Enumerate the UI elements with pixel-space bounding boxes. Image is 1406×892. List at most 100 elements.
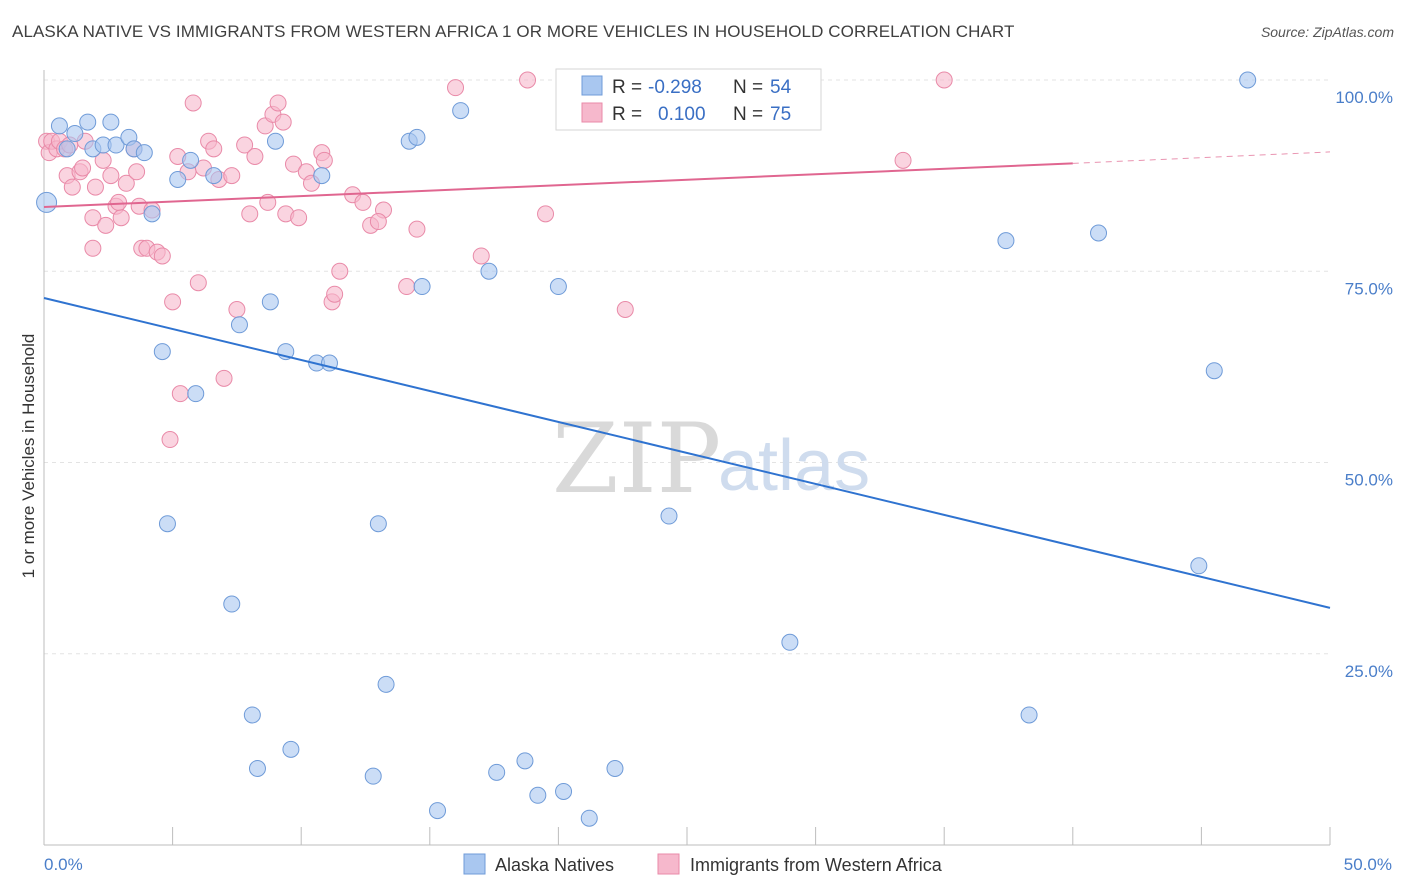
pink-point-71 — [97, 216, 115, 234]
blue-point-39 — [488, 763, 506, 781]
legend-n-value-pink: 75 — [770, 104, 791, 125]
correlation-legend: R = -0.298 N = 54 R = 0.100 N = 75 — [555, 68, 822, 131]
pink-point-26 — [164, 293, 182, 311]
blue-point-34 — [408, 128, 426, 146]
pink-point-41 — [246, 148, 264, 165]
blue-point-19 — [223, 595, 241, 613]
pink-point-70 — [74, 159, 92, 177]
pink-point-37 — [223, 167, 241, 185]
pink-point-7 — [63, 178, 81, 196]
blue-point-42 — [549, 278, 567, 296]
blue-point-41 — [529, 786, 547, 804]
legend-swatch-blue — [581, 75, 603, 96]
legend-r-label-blue: R = — [612, 77, 642, 98]
pink-point-14 — [102, 167, 120, 185]
x-tick-label-left: 0.0% — [44, 855, 83, 874]
blue-point-22 — [248, 760, 266, 777]
pink-point-25 — [161, 431, 179, 449]
pink-point-65 — [537, 205, 555, 223]
pink-point-24 — [153, 247, 171, 265]
watermark: ZIP atlas — [552, 403, 870, 515]
pink-point-31 — [189, 274, 207, 292]
pink-point-17 — [117, 174, 135, 192]
blue-point-23 — [261, 293, 279, 311]
blue-point-13 — [153, 343, 171, 361]
blue-point-31 — [369, 515, 387, 533]
blue-point-15 — [169, 170, 187, 188]
trend-line-alaska-natives — [43, 297, 1331, 609]
legend-swatch-pink — [581, 102, 603, 123]
pink-point-39 — [236, 136, 254, 154]
blue-point-0 — [36, 191, 58, 213]
pink-point-12 — [86, 178, 104, 196]
blue-point-46 — [660, 507, 678, 525]
trend-lines — [43, 151, 1331, 609]
pink-point-34 — [205, 140, 223, 158]
blue-point-11 — [135, 144, 153, 162]
pink-point-55 — [331, 262, 349, 280]
blue-point-53 — [1239, 71, 1257, 89]
y-tick-labels: 25.0% 50.0% 75.0% 100.0% — [1335, 88, 1393, 681]
blue-point-38 — [480, 262, 498, 280]
blue-point-43 — [555, 782, 573, 800]
blue-point-32 — [377, 675, 395, 693]
pink-point-36 — [215, 369, 233, 387]
blue-point-40 — [516, 752, 534, 770]
pink-point-72 — [110, 193, 128, 211]
blue-point-17 — [187, 385, 205, 403]
blue-point-16 — [182, 151, 200, 169]
series-alaska-natives — [36, 71, 1257, 827]
blue-point-37 — [452, 102, 470, 120]
grid-lines — [44, 79, 1330, 655]
y-tick-label-2: 75.0% — [1345, 279, 1393, 298]
bottom-legend-swatch-blue — [463, 853, 486, 875]
y-tick-label-0: 25.0% — [1345, 662, 1393, 681]
pink-point-74 — [274, 113, 292, 131]
trend-line-immigrants — [43, 162, 1073, 208]
blue-point-12 — [143, 205, 161, 223]
pink-point-60 — [398, 278, 416, 296]
pink-point-38 — [228, 301, 246, 318]
source-credit: Source: ZipAtlas.com — [1260, 24, 1394, 40]
blue-point-48 — [997, 232, 1015, 250]
blue-point-7 — [102, 113, 120, 131]
blue-point-20 — [230, 316, 248, 334]
pink-point-45 — [269, 94, 287, 112]
legend-n-value-blue: 54 — [770, 77, 792, 98]
blue-point-44 — [580, 809, 598, 827]
pink-point-54 — [326, 285, 344, 303]
pink-point-68 — [935, 71, 953, 89]
y-axis-title: 1 or more Vehicles in Household — [19, 334, 38, 579]
blue-point-47 — [781, 633, 799, 651]
pink-point-30 — [184, 94, 202, 112]
trend-line-immigrants-extension — [1072, 151, 1331, 164]
blue-point-28 — [313, 167, 331, 185]
bottom-legend-label-alaska-natives: Alaska Natives — [495, 855, 614, 875]
y-tick-label-3: 100.0% — [1335, 88, 1393, 107]
blue-point-14 — [158, 515, 176, 533]
blue-point-24 — [266, 132, 284, 150]
y-tick-label-1: 50.0% — [1345, 471, 1393, 490]
pink-point-16 — [112, 209, 130, 227]
blue-point-52 — [1205, 362, 1223, 380]
legend-r-value-blue: -0.298 — [648, 77, 702, 98]
blue-point-49 — [1020, 706, 1038, 724]
pink-point-73 — [128, 163, 146, 181]
legend-r-value-pink: 0.100 — [658, 104, 706, 125]
blue-point-18 — [205, 167, 223, 185]
legend-n-label-pink: N = — [733, 104, 763, 125]
blue-point-50 — [1090, 224, 1108, 242]
blue-point-3 — [66, 125, 84, 143]
chart-title: ALASKA NATIVE VS IMMIGRANTS FROM WESTERN… — [12, 22, 1015, 41]
pink-point-10 — [84, 239, 102, 257]
pink-point-62 — [447, 79, 465, 97]
pink-point-66 — [616, 301, 634, 318]
pink-point-57 — [354, 193, 372, 211]
bottom-legend-swatch-pink — [657, 853, 680, 875]
blue-point-4 — [79, 113, 97, 131]
pink-point-47 — [284, 155, 302, 173]
x-tick-labels: 0.0% 50.0% — [44, 855, 1392, 874]
pink-point-61 — [408, 220, 426, 238]
series-legend: Alaska Natives Immigrants from Western A… — [463, 853, 943, 875]
